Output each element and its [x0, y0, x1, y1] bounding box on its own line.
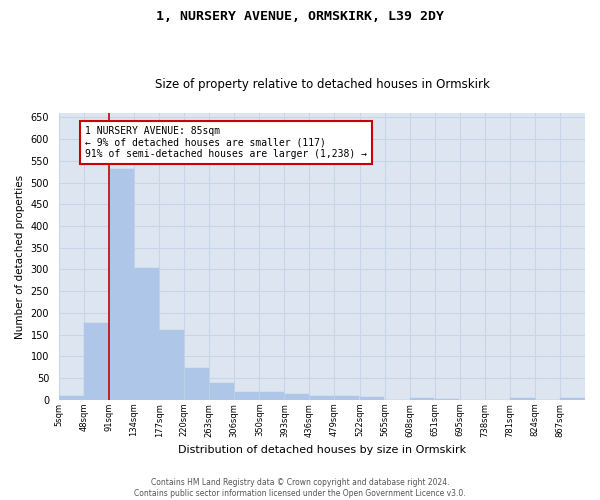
Title: Size of property relative to detached houses in Ormskirk: Size of property relative to detached ho… [155, 78, 490, 91]
Bar [560, 398, 584, 400]
Bar [85, 322, 109, 400]
Text: 1 NURSERY AVENUE: 85sqm
← 9% of detached houses are smaller (117)
91% of semi-de: 1 NURSERY AVENUE: 85sqm ← 9% of detached… [85, 126, 367, 159]
Bar [285, 394, 309, 400]
Bar [335, 396, 359, 400]
X-axis label: Distribution of detached houses by size in Ormskirk: Distribution of detached houses by size … [178, 445, 466, 455]
Bar [235, 392, 259, 400]
Bar [185, 368, 209, 400]
Bar [134, 268, 159, 400]
Bar [260, 392, 284, 400]
Bar [310, 396, 334, 400]
Bar [160, 330, 184, 400]
Text: Contains HM Land Registry data © Crown copyright and database right 2024.
Contai: Contains HM Land Registry data © Crown c… [134, 478, 466, 498]
Text: 1, NURSERY AVENUE, ORMSKIRK, L39 2DY: 1, NURSERY AVENUE, ORMSKIRK, L39 2DY [156, 10, 444, 23]
Y-axis label: Number of detached properties: Number of detached properties [15, 174, 25, 338]
Bar [360, 397, 384, 400]
Bar [209, 382, 234, 400]
Bar [109, 168, 134, 400]
Bar [59, 396, 83, 400]
Bar [410, 398, 434, 400]
Bar [510, 398, 535, 400]
